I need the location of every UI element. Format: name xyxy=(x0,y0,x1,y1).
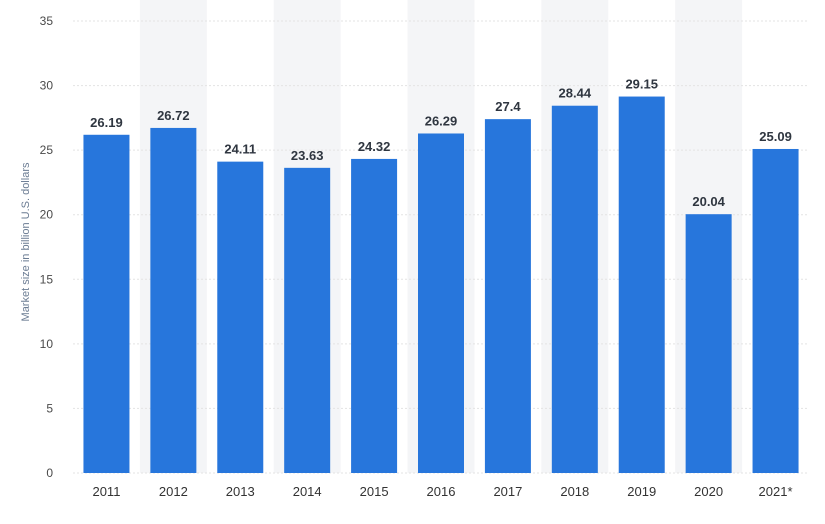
x-tick-label: 2012 xyxy=(159,484,188,499)
y-axis-ticks: 0 5 10 15 20 25 30 35 xyxy=(40,14,54,480)
bar-2021*[interactable] xyxy=(752,148,799,473)
data-label: 26.72 xyxy=(157,108,190,123)
x-tick-label: 2018 xyxy=(560,484,589,499)
x-tick-label: 2021* xyxy=(759,484,793,499)
y-axis-label: Market size in billion U.S. dollars xyxy=(20,162,32,321)
bars xyxy=(83,96,799,474)
bar-2013[interactable] xyxy=(217,161,264,473)
data-label: 28.44 xyxy=(559,86,592,101)
x-axis-ticks: 2011 2012 2013 2014 2015 2016 2017 2018 2019 2020… xyxy=(92,484,792,499)
x-tick-label: 2011 xyxy=(92,484,120,499)
data-label: 29.15 xyxy=(625,77,658,92)
bar-2018[interactable] xyxy=(551,105,598,473)
data-label: 20.04 xyxy=(692,194,725,209)
data-labels: 26.19 26.72 24.11 23.63 24.32 26.29 27.4 28.44 2… xyxy=(90,77,792,210)
bar-2020[interactable] xyxy=(685,214,732,474)
y-tick-label: 0 xyxy=(46,466,53,480)
x-tick-label: 2017 xyxy=(493,484,522,499)
x-tick-label: 2015 xyxy=(360,484,389,499)
x-tick-label: 2016 xyxy=(427,484,456,499)
bar-2019[interactable] xyxy=(618,96,665,473)
y-tick-label: 20 xyxy=(40,208,54,222)
x-tick-label: 2020 xyxy=(694,484,723,499)
data-label: 26.29 xyxy=(425,113,458,128)
bar-2017[interactable] xyxy=(484,119,531,474)
y-tick-label: 25 xyxy=(40,143,54,157)
bar-2016[interactable] xyxy=(418,133,464,473)
bar-2011[interactable] xyxy=(83,134,130,474)
data-label: 23.63 xyxy=(291,148,324,163)
x-tick-label: 2014 xyxy=(293,484,322,499)
y-tick-label: 10 xyxy=(40,337,54,351)
data-label: 24.32 xyxy=(358,139,391,154)
y-tick-label: 5 xyxy=(46,401,53,415)
data-label: 24.11 xyxy=(224,142,256,157)
data-label: 27.4 xyxy=(495,99,521,114)
bar-2015[interactable] xyxy=(351,158,398,474)
y-tick-label: 30 xyxy=(40,79,54,93)
bar-2012[interactable] xyxy=(150,127,197,473)
x-tick-label: 2019 xyxy=(627,484,656,499)
data-label: 25.09 xyxy=(759,129,792,144)
x-tick-label: 2013 xyxy=(226,484,255,499)
y-tick-label: 35 xyxy=(40,14,54,28)
data-label: 26.19 xyxy=(90,115,123,130)
bar-2014[interactable] xyxy=(284,167,331,473)
y-tick-label: 15 xyxy=(40,272,54,286)
